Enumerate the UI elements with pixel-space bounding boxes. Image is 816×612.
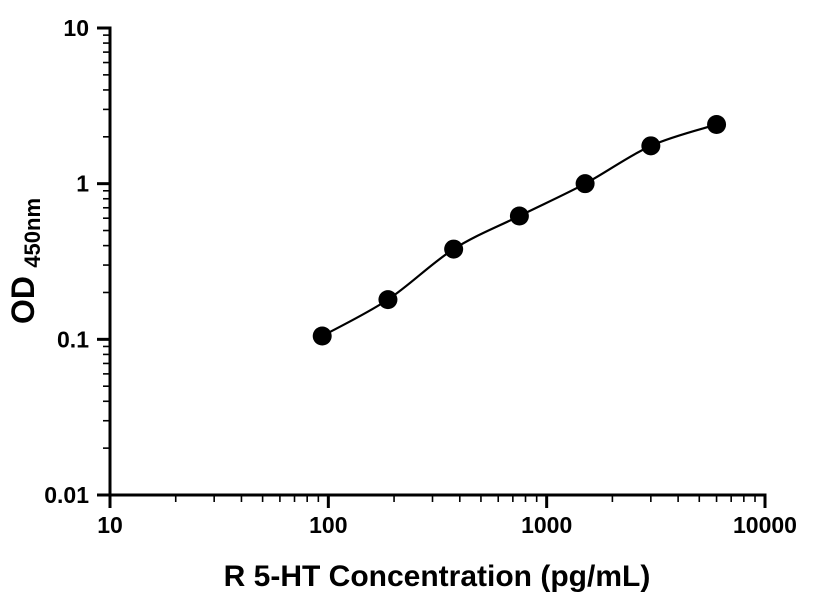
- x-tick-label: 1000: [521, 512, 572, 538]
- data-point: [575, 174, 595, 194]
- data-point: [707, 114, 727, 134]
- x-tick-label: 10: [97, 512, 123, 538]
- y-tick-label: 0.01: [44, 482, 89, 508]
- data-point: [378, 290, 398, 310]
- x-tick-label: 10000: [733, 512, 797, 538]
- x-tick-label: 100: [309, 512, 347, 538]
- y-axis-title-sub: 450nm: [20, 198, 45, 268]
- data-point: [444, 239, 464, 259]
- axes: 10 100 1000 10000 0.01 0.1 1 10: [44, 15, 797, 538]
- x-axis-title: R 5-HT Concentration (pg/mL): [224, 560, 651, 593]
- data-point: [641, 136, 661, 156]
- y-axis-title-main: OD: [5, 276, 41, 324]
- y-tick-label: 1: [76, 171, 89, 197]
- y-tick-label: 0.1: [57, 326, 89, 352]
- plot-series: [312, 114, 727, 346]
- data-point: [312, 326, 332, 346]
- y-tick-label: 10: [63, 15, 89, 41]
- data-point: [509, 206, 529, 226]
- y-axis-title: OD 450nm: [5, 198, 45, 324]
